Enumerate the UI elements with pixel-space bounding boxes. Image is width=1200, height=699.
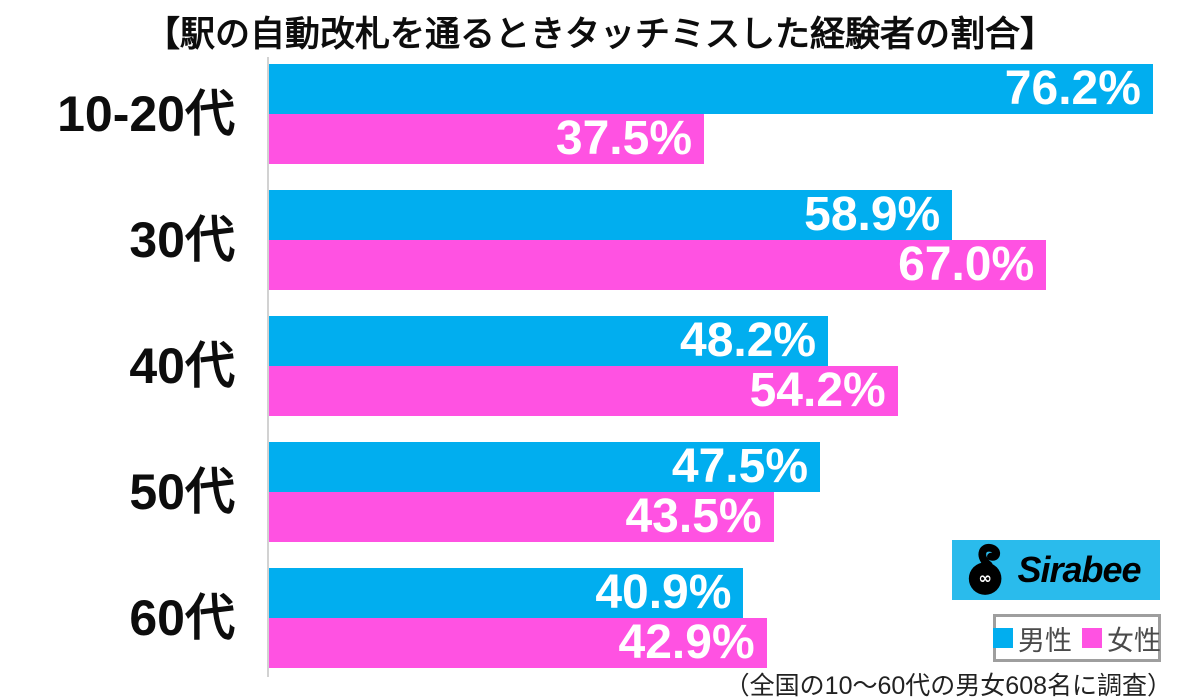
chart-title: 【駅の自動改札を通るときタッチミスした経験者の割合】 — [144, 15, 1055, 54]
bar-male: 76.2% — [269, 64, 1153, 114]
bar-male: 40.9% — [269, 566, 744, 619]
bar-value-label: 54.2% — [749, 364, 886, 417]
bar-value-label: 76.2% — [1004, 62, 1141, 115]
legend-item-male: 男性 — [993, 619, 1072, 658]
bar-female: 37.5% — [269, 114, 704, 164]
legend-swatch-female — [1082, 628, 1102, 648]
sirabee-logo-text: Sirabee — [1017, 549, 1141, 590]
bar-male: 48.2% — [269, 314, 829, 367]
bar-value-label: 37.5% — [555, 112, 692, 165]
y-axis-line — [267, 57, 269, 677]
category-label: 10-20代 — [57, 86, 235, 142]
sirabee-logo: ∞ Sirabee — [952, 540, 1160, 600]
legend-item-female: 女性 — [1082, 619, 1161, 658]
legend-label: 女性 — [1107, 625, 1161, 656]
bar-rows: 76.2% 37.5% 58.9% 67.0% 48.2% 54.2% 47.5% 43.5%… — [269, 64, 1153, 694]
legend-swatch-male — [993, 628, 1013, 648]
bar-value-label: 47.5% — [671, 440, 808, 493]
bar-group: 48.2% 54.2% — [269, 316, 1153, 416]
sirabee-mascot-icon: ∞ — [969, 544, 1002, 595]
bar-value-label: 67.0% — [898, 238, 1035, 291]
bar-value-label: 58.9% — [804, 188, 941, 241]
bar-male: 58.9% — [269, 188, 953, 241]
bar-female: 42.9% — [269, 618, 767, 668]
category-label: 50代 — [129, 464, 235, 520]
category-label: 60代 — [129, 590, 235, 646]
svg-text:∞: ∞ — [979, 568, 993, 587]
bar-value-label: 48.2% — [680, 314, 817, 367]
bar-group: 47.5% 43.5% — [269, 442, 1153, 542]
bar-male: 47.5% — [269, 442, 820, 492]
bar-group: 58.9% 67.0% — [269, 190, 1153, 290]
category-labels: 10-20代 30代 40代 50代 60代 — [0, 64, 235, 694]
category-label: 30代 — [129, 212, 235, 268]
bar-value-label: 43.5% — [625, 490, 762, 543]
bar-group: 76.2% 37.5% — [269, 64, 1153, 164]
bar-group: 40.9% 42.9% — [269, 568, 1153, 668]
bar-female: 54.2% — [269, 366, 898, 416]
bar-value-label: 40.9% — [595, 566, 732, 619]
legend-box: 男性 女性 — [993, 614, 1161, 662]
survey-footnote: （全国の10〜60代の男女608名に調査） — [724, 672, 1172, 699]
bar-value-label: 42.9% — [618, 616, 755, 669]
bar-female: 43.5% — [269, 492, 774, 542]
legend-label: 男性 — [1018, 625, 1072, 656]
bar-female: 67.0% — [269, 238, 1047, 291]
category-label: 40代 — [129, 338, 235, 394]
